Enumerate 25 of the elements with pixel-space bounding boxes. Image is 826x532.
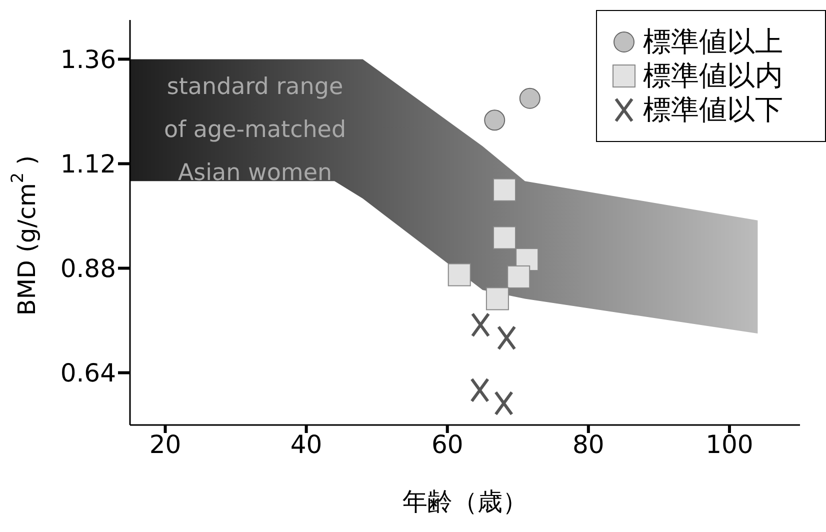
legend-label: 標準値以内 [643,59,783,93]
point [448,263,471,286]
point [486,287,509,310]
y-tick-label: 1.36 [60,45,116,74]
x-tick-label: 80 [572,430,604,459]
x-tick-label: 20 [149,430,182,459]
x-tick-label: 40 [290,430,322,459]
y-tick-label: 1.12 [60,150,116,179]
point [492,226,516,250]
point [497,325,516,350]
annotation: standard range of age-matched Asian women [162,73,348,188]
x-tick-label: 60 [431,430,464,459]
x-tick-label: 100 [706,430,754,459]
legend-label: 標準値以上 [643,25,783,59]
point [471,312,490,338]
y-tick-label: 0.88 [60,254,116,284]
point [507,265,530,288]
point [484,110,506,131]
point [492,178,516,202]
y-tick-label: 0.64 [60,358,116,388]
legend-label: 標準値以下 [643,93,783,127]
point [519,88,540,109]
point [494,390,514,416]
point [470,378,490,403]
x-axis-title: 年齢（歳） [402,487,528,516]
